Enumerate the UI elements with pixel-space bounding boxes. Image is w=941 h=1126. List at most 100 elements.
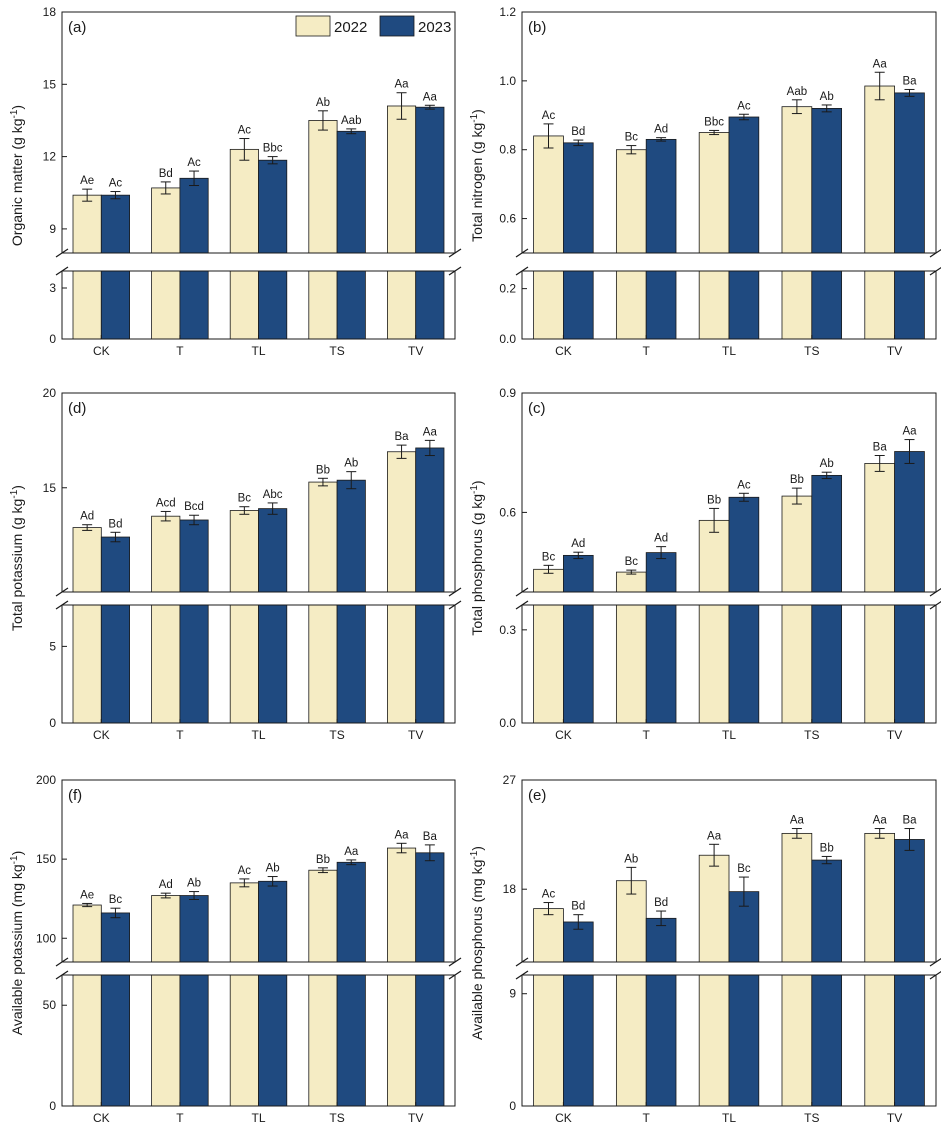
y-tick-label: 0.3	[499, 623, 516, 637]
error-bar-TS-2023	[821, 471, 832, 480]
error-bar-TL-2023	[738, 876, 749, 907]
x-tick-label: TL	[722, 344, 736, 358]
x-tick-label: TS	[804, 344, 819, 358]
significance-label: Ad	[571, 538, 585, 550]
error-bar-TS-2023	[821, 855, 832, 865]
axis-break-band	[520, 962, 938, 975]
error-bar-TV-2023	[424, 104, 435, 110]
significance-label: Ab	[344, 458, 358, 470]
y-axis-title: Total potassium (g kg-1)	[9, 485, 25, 631]
panel-c: Bc Bc Bb Bb Ba Ad Ad Ac Ab Aa 0.0 0.3 0.6 0.9 CK T TL TS T…	[469, 386, 941, 742]
significance-label: Ba	[902, 75, 917, 87]
significance-label: Abc	[263, 489, 283, 501]
significance-label: Bc	[737, 863, 751, 875]
bar-CK-2022	[72, 904, 102, 1107]
bar-T-2023	[645, 138, 677, 340]
error-bar-CK-2022	[543, 564, 554, 574]
panel-d: Ad Acd Bc Bb Ba Bd Bcd Abc Ab Aa 0 5 15 20 CK T TL TS TV (d…	[9, 386, 462, 742]
x-tick-label: TS	[804, 728, 819, 742]
axis-break-mark	[448, 587, 462, 610]
legend-swatch-2022	[295, 15, 331, 37]
y-tick-label: 5	[49, 639, 56, 653]
significance-label: Ba	[873, 441, 888, 453]
bar-CK-2022	[533, 135, 564, 340]
y-tick-label: 0.8	[499, 143, 516, 157]
significance-label: Bbc	[704, 116, 724, 128]
error-bar-TL-2023	[267, 876, 278, 887]
axis-break-mark	[448, 957, 462, 980]
error-bar-CK-2023	[573, 551, 584, 560]
significance-label: Bd	[571, 901, 585, 913]
error-bar-TV-2022	[396, 444, 407, 459]
error-bar-TS-2023	[346, 859, 357, 866]
significance-label: Bc	[625, 132, 639, 144]
significance-label: Bb	[820, 842, 834, 854]
y-axis-title: Available phosphorus (mg kg-1)	[469, 846, 485, 1040]
error-bar-T-2023	[656, 910, 667, 927]
error-bar-TL-2022	[709, 129, 720, 136]
panel-f: Ae Ad Ac Bb Aa Bc Ab Ab Aa Ba 0 50 100 150 200 CK T TL TS T…	[9, 773, 462, 1125]
significance-label: Ac	[187, 157, 201, 169]
x-tick-label: CK	[93, 728, 110, 742]
error-bar-CK-2022	[543, 902, 554, 916]
error-bar-T-2022	[160, 181, 171, 195]
error-bar-CK-2023	[110, 191, 121, 200]
error-bar-TS-2023	[346, 471, 357, 490]
significance-label: Ab	[624, 853, 638, 865]
significance-label: Ab	[316, 97, 330, 109]
axis-break-mark	[929, 248, 941, 276]
bar-T-2023	[179, 895, 209, 1107]
significance-label: Aa	[423, 91, 438, 103]
error-bar-TL-2022	[239, 138, 250, 161]
bar-TL-2022	[229, 510, 259, 724]
bar-T-2023	[179, 519, 209, 724]
y-axis-title: Total nitrogen (g kg-1)	[469, 109, 485, 242]
bar-TV-2023	[894, 92, 925, 340]
x-tick-label: TL	[722, 728, 736, 742]
error-bar-T-2023	[189, 891, 200, 900]
y-axis-title: Available potassium (mg kg-1)	[9, 851, 25, 1036]
error-bar-TV-2023	[424, 439, 435, 457]
bar-TS-2023	[336, 861, 366, 1107]
bar-TL-2022	[698, 854, 730, 1107]
y-tick-label: 200	[36, 773, 56, 787]
panel-label: (f)	[68, 787, 82, 804]
bar-TS-2022	[781, 495, 813, 724]
bar-TV-2022	[387, 105, 417, 340]
bar-TV-2023	[894, 451, 925, 724]
bar-T-2023	[645, 552, 677, 724]
bar-TS-2022	[308, 120, 338, 340]
error-bar-CK-2022	[82, 902, 93, 908]
axis-break-band	[520, 592, 938, 605]
y-tick-label: 27	[503, 773, 517, 787]
bar-TV-2022	[864, 85, 895, 340]
error-bar-TV-2022	[396, 842, 407, 854]
y-tick-label: 9	[509, 987, 516, 1001]
legend-label-2023: 2023	[418, 19, 451, 36]
axis-break-mark	[515, 957, 529, 980]
x-tick-label: TS	[804, 1111, 819, 1125]
error-bar-T-2022	[626, 569, 637, 575]
panel-label: (a)	[68, 19, 86, 36]
bar-TL-2022	[229, 882, 259, 1107]
x-tick-label: T	[176, 1111, 184, 1125]
significance-label: Ac	[542, 889, 556, 901]
bar-CK-2023	[100, 912, 130, 1107]
panel-e: Ac Ab Aa Aa Aa Bd Bd Bc Bb Ba 0 9 18 27 CK T TL TS TV (e) Av…	[469, 773, 941, 1125]
error-bar-TS-2023	[346, 128, 357, 135]
significance-label: Bc	[238, 493, 252, 505]
significance-label: Acd	[156, 497, 176, 509]
significance-label: Ad	[159, 879, 173, 891]
significance-label: Ad	[654, 124, 668, 136]
y-tick-label: 0	[509, 1099, 516, 1113]
error-bar-TV-2022	[874, 71, 885, 101]
bar-TV-2023	[415, 852, 445, 1107]
error-bar-CK-2023	[573, 914, 584, 930]
panel-label: (d)	[68, 400, 86, 417]
significance-label: Ad	[80, 511, 94, 523]
error-bar-TV-2023	[904, 828, 915, 851]
significance-label: Ba	[423, 831, 438, 843]
bar-TS-2022	[781, 106, 813, 340]
error-bar-TS-2023	[821, 104, 832, 113]
legend: 2022 2023	[295, 15, 451, 37]
